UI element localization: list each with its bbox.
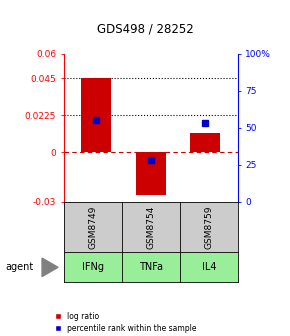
Legend: log ratio, percentile rank within the sample: log ratio, percentile rank within the sa…	[52, 309, 200, 336]
Bar	[190, 133, 220, 152]
Text: IL4: IL4	[202, 262, 216, 272]
Polygon shape	[42, 258, 58, 277]
Text: GSM8754: GSM8754	[146, 205, 155, 249]
Bar	[81, 78, 111, 152]
Bar	[136, 152, 166, 195]
Text: IFNg: IFNg	[82, 262, 104, 272]
Text: TNFa: TNFa	[139, 262, 163, 272]
Text: agent: agent	[6, 262, 34, 272]
Text: GSM8749: GSM8749	[88, 205, 97, 249]
Text: GDS498 / 28252: GDS498 / 28252	[97, 22, 193, 35]
Text: GSM8759: GSM8759	[204, 205, 213, 249]
